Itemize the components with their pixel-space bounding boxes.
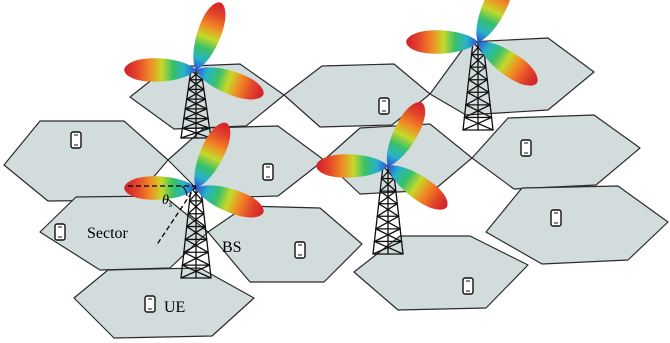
phone-icon (70, 131, 82, 149)
phone-icon (378, 97, 390, 115)
tower-icon (372, 155, 404, 255)
phone-icon (54, 223, 66, 241)
phone-icon (462, 277, 474, 295)
sector-edge-dashed-line (155, 185, 197, 247)
cell-right (471, 114, 641, 190)
sector-label: Sector (87, 225, 129, 242)
phone-icon (262, 163, 274, 181)
phone-icon (550, 209, 562, 227)
base-station (406, 0, 544, 131)
tower-icon (462, 31, 494, 131)
base-station-label: BS (222, 239, 242, 256)
base-station (316, 97, 454, 255)
base-stations (124, 0, 544, 279)
sector-angle-annotation: θs (128, 185, 197, 247)
phone-icon (520, 139, 532, 157)
angle-arc (181, 185, 188, 197)
cell-bottom-center (353, 235, 529, 311)
ue-label: UE (164, 299, 185, 316)
antenna-lobe (124, 176, 196, 200)
user-equipment-group (54, 97, 562, 313)
base-station (124, 117, 268, 279)
antenna-lobe (184, 0, 232, 75)
cell-grid (3, 37, 669, 339)
base-station (124, 0, 268, 139)
tower-icon (180, 177, 212, 279)
cell-lower-right (485, 185, 669, 265)
phone-icon (294, 241, 306, 259)
angle-label: θs (162, 193, 173, 209)
cell-bottom-left (73, 267, 255, 339)
phone-icon (144, 295, 156, 313)
